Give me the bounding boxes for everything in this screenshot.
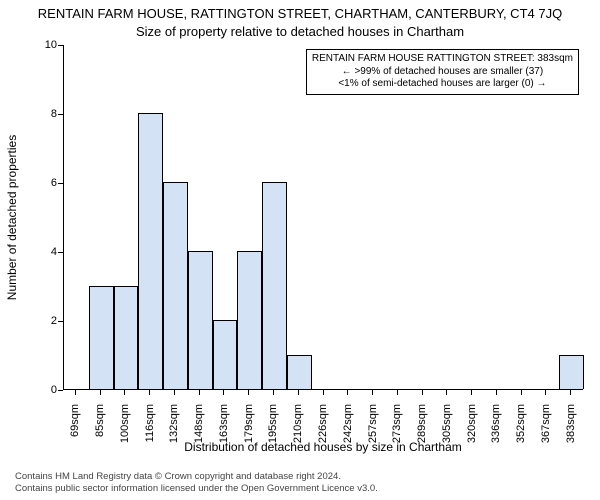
bar bbox=[138, 113, 163, 389]
y-tick-mark bbox=[58, 45, 63, 46]
y-tick-mark bbox=[58, 114, 63, 115]
x-tick-label: 85sqm bbox=[94, 404, 106, 454]
x-tick-label: 179sqm bbox=[243, 404, 255, 454]
y-tick-label: 0 bbox=[17, 384, 57, 396]
x-tick-label: 352sqm bbox=[515, 404, 527, 454]
footer-line1: Contains HM Land Registry data © Crown c… bbox=[15, 471, 378, 482]
x-tick-label: 242sqm bbox=[342, 404, 354, 454]
x-tick-label: 195sqm bbox=[267, 404, 279, 454]
x-tick-label: 383sqm bbox=[565, 404, 577, 454]
y-tick-mark bbox=[58, 390, 63, 391]
y-tick-label: 8 bbox=[17, 108, 57, 120]
x-tick-label: 163sqm bbox=[218, 404, 230, 454]
x-tick-label: 257sqm bbox=[367, 404, 379, 454]
bar bbox=[114, 286, 139, 390]
bar bbox=[89, 286, 114, 390]
x-tick-label: 226sqm bbox=[317, 404, 329, 454]
x-tick-mark bbox=[124, 390, 125, 395]
bar-chart-plot: RENTAIN FARM HOUSE RATTINGTON STREET: 38… bbox=[63, 45, 583, 390]
x-tick-mark bbox=[149, 390, 150, 395]
footer-line2: Contains public sector information licen… bbox=[15, 483, 378, 494]
y-tick-mark bbox=[58, 321, 63, 322]
bar bbox=[559, 355, 584, 390]
x-tick-label: 273sqm bbox=[391, 404, 403, 454]
x-tick-mark bbox=[75, 390, 76, 395]
x-tick-label: 336sqm bbox=[490, 404, 502, 454]
x-tick-mark bbox=[471, 390, 472, 395]
y-axis-label: Number of detached properties bbox=[5, 45, 19, 390]
x-tick-mark bbox=[174, 390, 175, 395]
y-tick-label: 6 bbox=[17, 177, 57, 189]
bar bbox=[262, 182, 287, 389]
x-tick-label: 305sqm bbox=[441, 404, 453, 454]
annotation-line3: <1% of semi-detached houses are larger (… bbox=[312, 78, 573, 91]
y-tick-mark bbox=[58, 252, 63, 253]
x-tick-mark bbox=[496, 390, 497, 395]
x-tick-label: 148sqm bbox=[193, 404, 205, 454]
bar bbox=[213, 320, 238, 389]
y-tick-mark bbox=[58, 183, 63, 184]
y-tick-label: 2 bbox=[17, 315, 57, 327]
x-tick-mark bbox=[347, 390, 348, 395]
x-tick-label: 116sqm bbox=[144, 404, 156, 454]
chart-title-line1: RENTAIN FARM HOUSE, RATTINGTON STREET, C… bbox=[0, 6, 600, 21]
x-tick-mark bbox=[323, 390, 324, 395]
bar bbox=[188, 251, 213, 389]
x-tick-mark bbox=[223, 390, 224, 395]
chart-title-line2: Size of property relative to detached ho… bbox=[0, 24, 600, 39]
x-tick-label: 132sqm bbox=[168, 404, 180, 454]
bar bbox=[237, 251, 262, 389]
x-tick-mark bbox=[273, 390, 274, 395]
x-tick-mark bbox=[248, 390, 249, 395]
footer-attribution: Contains HM Land Registry data © Crown c… bbox=[15, 471, 378, 494]
x-tick-mark bbox=[199, 390, 200, 395]
x-tick-label: 289sqm bbox=[416, 404, 428, 454]
y-tick-label: 4 bbox=[17, 246, 57, 258]
x-tick-mark bbox=[545, 390, 546, 395]
x-tick-mark bbox=[570, 390, 571, 395]
x-tick-label: 320sqm bbox=[466, 404, 478, 454]
annotation-line2: ← >99% of detached houses are smaller (3… bbox=[312, 66, 573, 79]
x-tick-mark bbox=[422, 390, 423, 395]
bar bbox=[163, 182, 188, 389]
x-tick-mark bbox=[298, 390, 299, 395]
x-tick-mark bbox=[372, 390, 373, 395]
x-tick-mark bbox=[397, 390, 398, 395]
annotation-line1: RENTAIN FARM HOUSE RATTINGTON STREET: 38… bbox=[312, 53, 573, 66]
x-tick-mark bbox=[100, 390, 101, 395]
bar bbox=[287, 355, 312, 390]
x-tick-mark bbox=[446, 390, 447, 395]
annotation-box: RENTAIN FARM HOUSE RATTINGTON STREET: 38… bbox=[306, 49, 579, 95]
y-tick-label: 10 bbox=[17, 39, 57, 51]
x-tick-mark bbox=[521, 390, 522, 395]
x-tick-label: 210sqm bbox=[292, 404, 304, 454]
x-tick-label: 367sqm bbox=[540, 404, 552, 454]
x-tick-label: 69sqm bbox=[69, 404, 81, 454]
x-tick-label: 100sqm bbox=[119, 404, 131, 454]
